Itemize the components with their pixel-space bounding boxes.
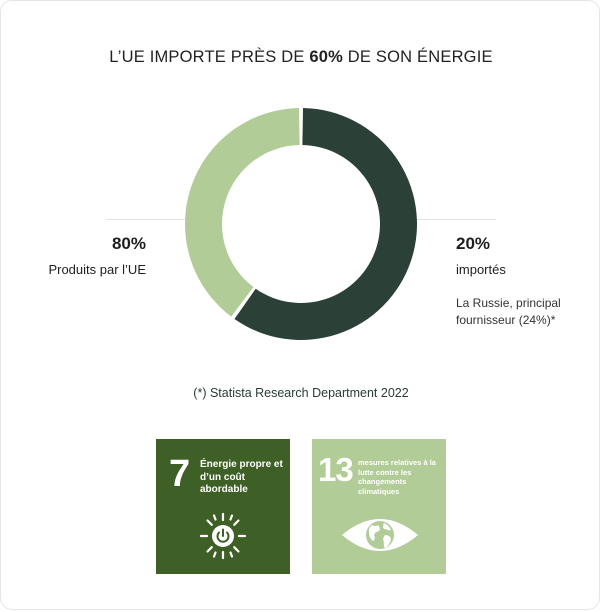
tile-number: 13	[318, 451, 354, 488]
source-note: (*) Statista Research Department 2022	[193, 386, 409, 400]
left-value: 80%	[111, 234, 146, 253]
tile-text: Énergie propre et d’un coût abordable	[200, 459, 283, 495]
chart-title: L’UE IMPORTE PRÈS DE 60% DE SON ÉNERGIE	[109, 48, 493, 66]
sdg-tile-7: 7 Énergie propre et d’un coût abordable	[156, 439, 290, 574]
left-label: Produits par l’UE	[48, 262, 146, 277]
right-note: La Russie, principal fournisseur (24%)*	[456, 296, 561, 327]
left-divider	[106, 219, 216, 220]
eye-earth-icon	[342, 519, 418, 551]
sun-power-icon	[199, 512, 247, 560]
donut-slice-0	[234, 108, 417, 340]
donut-slice-1	[185, 108, 300, 317]
right-value: 20%	[456, 234, 491, 253]
sdg-tile-13: 13 mesures relatives à la lutte contre l…	[312, 439, 446, 574]
tile-number: 7	[169, 453, 191, 495]
title-highlight: 60%	[309, 48, 344, 66]
right-divider	[384, 219, 496, 220]
tile-text: mesures relatives à la lutte contre les …	[358, 458, 436, 496]
right-label: importés	[456, 262, 506, 277]
